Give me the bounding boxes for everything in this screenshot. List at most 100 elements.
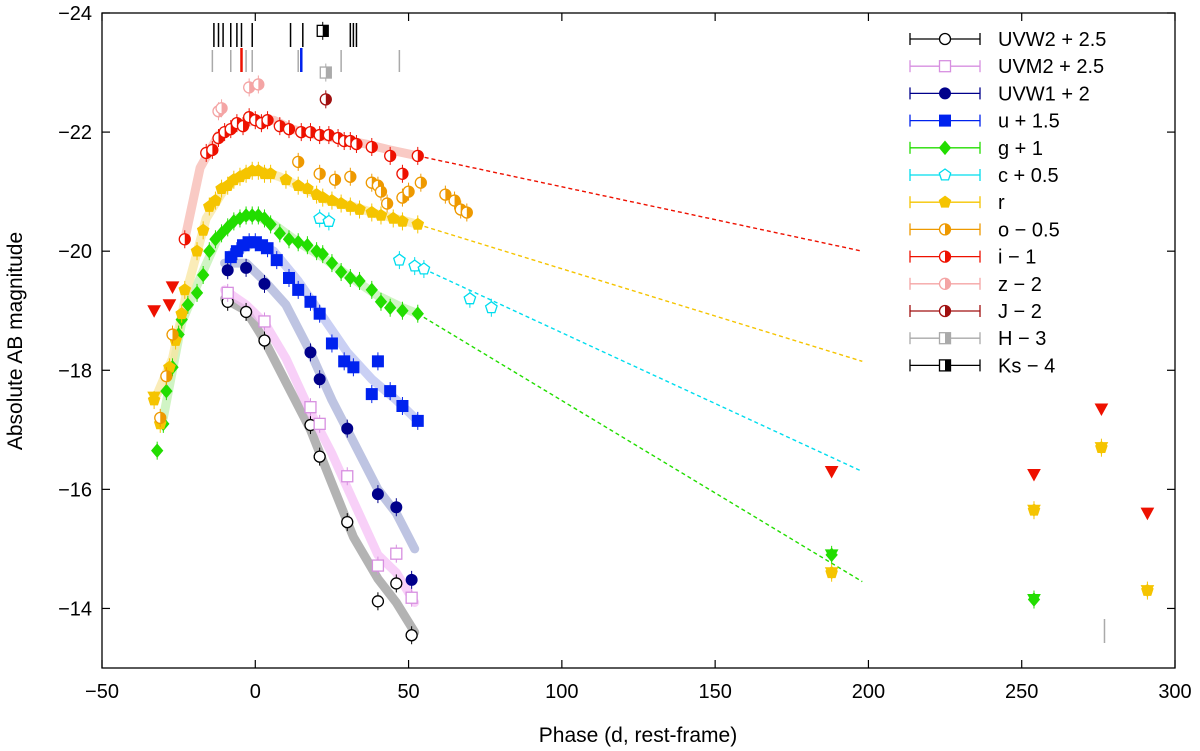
data-point bbox=[406, 630, 417, 641]
data-point bbox=[314, 418, 325, 429]
upper-limit bbox=[1095, 404, 1107, 415]
data-point bbox=[222, 265, 233, 276]
data-point bbox=[262, 243, 273, 254]
y-tick-label: −18 bbox=[58, 360, 92, 382]
series-h-3 bbox=[320, 64, 331, 82]
legend-entry: r bbox=[910, 192, 1005, 214]
legend-entry: UVW1 + 2 bbox=[910, 83, 1090, 105]
data-point bbox=[403, 186, 414, 197]
x-tick-label: 200 bbox=[852, 681, 885, 703]
upper-limit bbox=[1141, 508, 1153, 519]
legend-entry: z − 2 bbox=[910, 274, 1042, 296]
data-point bbox=[345, 171, 356, 182]
extrapolation-line bbox=[418, 156, 863, 251]
legend-marker bbox=[940, 306, 951, 317]
data-point bbox=[161, 371, 172, 382]
legend-marker bbox=[940, 360, 951, 371]
marker-fill bbox=[326, 67, 332, 78]
x-tick-label: 100 bbox=[545, 681, 578, 703]
legend-label: i − 1 bbox=[998, 247, 1036, 269]
data-point bbox=[385, 386, 396, 397]
data-point bbox=[372, 489, 383, 500]
data-point bbox=[486, 302, 498, 313]
legend-entry: H − 3 bbox=[910, 328, 1046, 350]
x-tick-label: 50 bbox=[397, 681, 419, 703]
data-point bbox=[152, 444, 163, 457]
data-point bbox=[394, 254, 405, 265]
data-point bbox=[259, 278, 270, 289]
data-point bbox=[412, 415, 423, 426]
legend-label: UVW1 + 2 bbox=[998, 83, 1090, 105]
x-tick-label: 150 bbox=[698, 681, 731, 703]
marker-fill bbox=[945, 360, 951, 371]
legend-label: r bbox=[998, 192, 1005, 214]
legend-marker bbox=[940, 115, 951, 126]
data-point bbox=[305, 347, 316, 358]
data-point bbox=[366, 389, 377, 400]
data-point bbox=[342, 517, 353, 528]
legend-entry: c + 0.5 bbox=[910, 165, 1059, 187]
data-point bbox=[351, 139, 362, 150]
upper-limit bbox=[826, 467, 838, 478]
data-point bbox=[329, 174, 340, 185]
data-point bbox=[326, 338, 337, 349]
data-point bbox=[317, 25, 328, 36]
data-point bbox=[241, 306, 252, 317]
extrapolation-line bbox=[418, 314, 863, 582]
light-curve-chart: −50 0 50 100 150 200 250 300−24−22−20−18−16−14 … bbox=[0, 0, 1200, 751]
data-point bbox=[305, 296, 316, 307]
data-point bbox=[375, 186, 386, 197]
legend-marker bbox=[940, 34, 951, 45]
legend-label: Ks − 4 bbox=[998, 355, 1055, 377]
data-point bbox=[464, 293, 475, 304]
data-point bbox=[259, 335, 270, 346]
legend-label: UVW2 + 2.5 bbox=[998, 29, 1106, 51]
data-point bbox=[284, 124, 295, 135]
data-point bbox=[293, 156, 304, 167]
data-point bbox=[397, 401, 408, 412]
data-point bbox=[397, 168, 408, 179]
data-point bbox=[314, 168, 325, 179]
data-point bbox=[241, 262, 252, 273]
series-z-2 bbox=[213, 75, 264, 120]
data-point bbox=[415, 177, 426, 188]
data-point bbox=[253, 79, 264, 90]
legend-label: UVM2 + 2.5 bbox=[998, 56, 1104, 78]
legend-entry: i − 1 bbox=[910, 247, 1036, 269]
y-tick-label: −22 bbox=[58, 122, 92, 144]
extrapolation-lines-layer bbox=[418, 156, 863, 582]
legend-label: z − 2 bbox=[998, 274, 1042, 296]
data-point bbox=[259, 316, 270, 327]
legend-marker bbox=[940, 88, 951, 99]
legend-label: g + 1 bbox=[998, 138, 1043, 160]
x-axis-label: Phase (d, rest-frame) bbox=[539, 724, 737, 747]
extrapolation-line bbox=[424, 269, 862, 471]
x-tick-label: 300 bbox=[1158, 681, 1191, 703]
y-tick-label: −16 bbox=[58, 479, 92, 501]
legend-entry: UVW2 + 2.5 bbox=[910, 29, 1106, 51]
legend-marker bbox=[939, 169, 950, 180]
data-point bbox=[342, 471, 353, 482]
data-point bbox=[314, 308, 325, 319]
data-point bbox=[391, 548, 402, 559]
upper-limit bbox=[148, 306, 160, 317]
legend-marker bbox=[939, 196, 950, 207]
legend-label: u + 1.5 bbox=[998, 111, 1060, 133]
data-point bbox=[293, 284, 304, 295]
data-point bbox=[391, 578, 402, 589]
axes-layer: −50 0 50 100 150 200 250 300−24−22−20−18−16−14 bbox=[58, 3, 1192, 703]
legend-marker bbox=[940, 141, 951, 154]
upper-limit bbox=[167, 282, 179, 293]
legend-label: J − 2 bbox=[998, 301, 1042, 323]
y-tick-label: −20 bbox=[58, 241, 92, 263]
data-point bbox=[372, 596, 383, 607]
data-point bbox=[406, 574, 417, 585]
data-point bbox=[320, 67, 331, 78]
legend-entry: o − 0.5 bbox=[910, 219, 1060, 241]
y-axis-label: Absolute AB magnitude bbox=[4, 232, 27, 450]
data-point bbox=[284, 272, 295, 283]
data-point bbox=[216, 103, 227, 114]
x-tick-label: 0 bbox=[250, 681, 261, 703]
y-tick-label: −14 bbox=[58, 598, 92, 620]
data-point bbox=[222, 287, 233, 298]
